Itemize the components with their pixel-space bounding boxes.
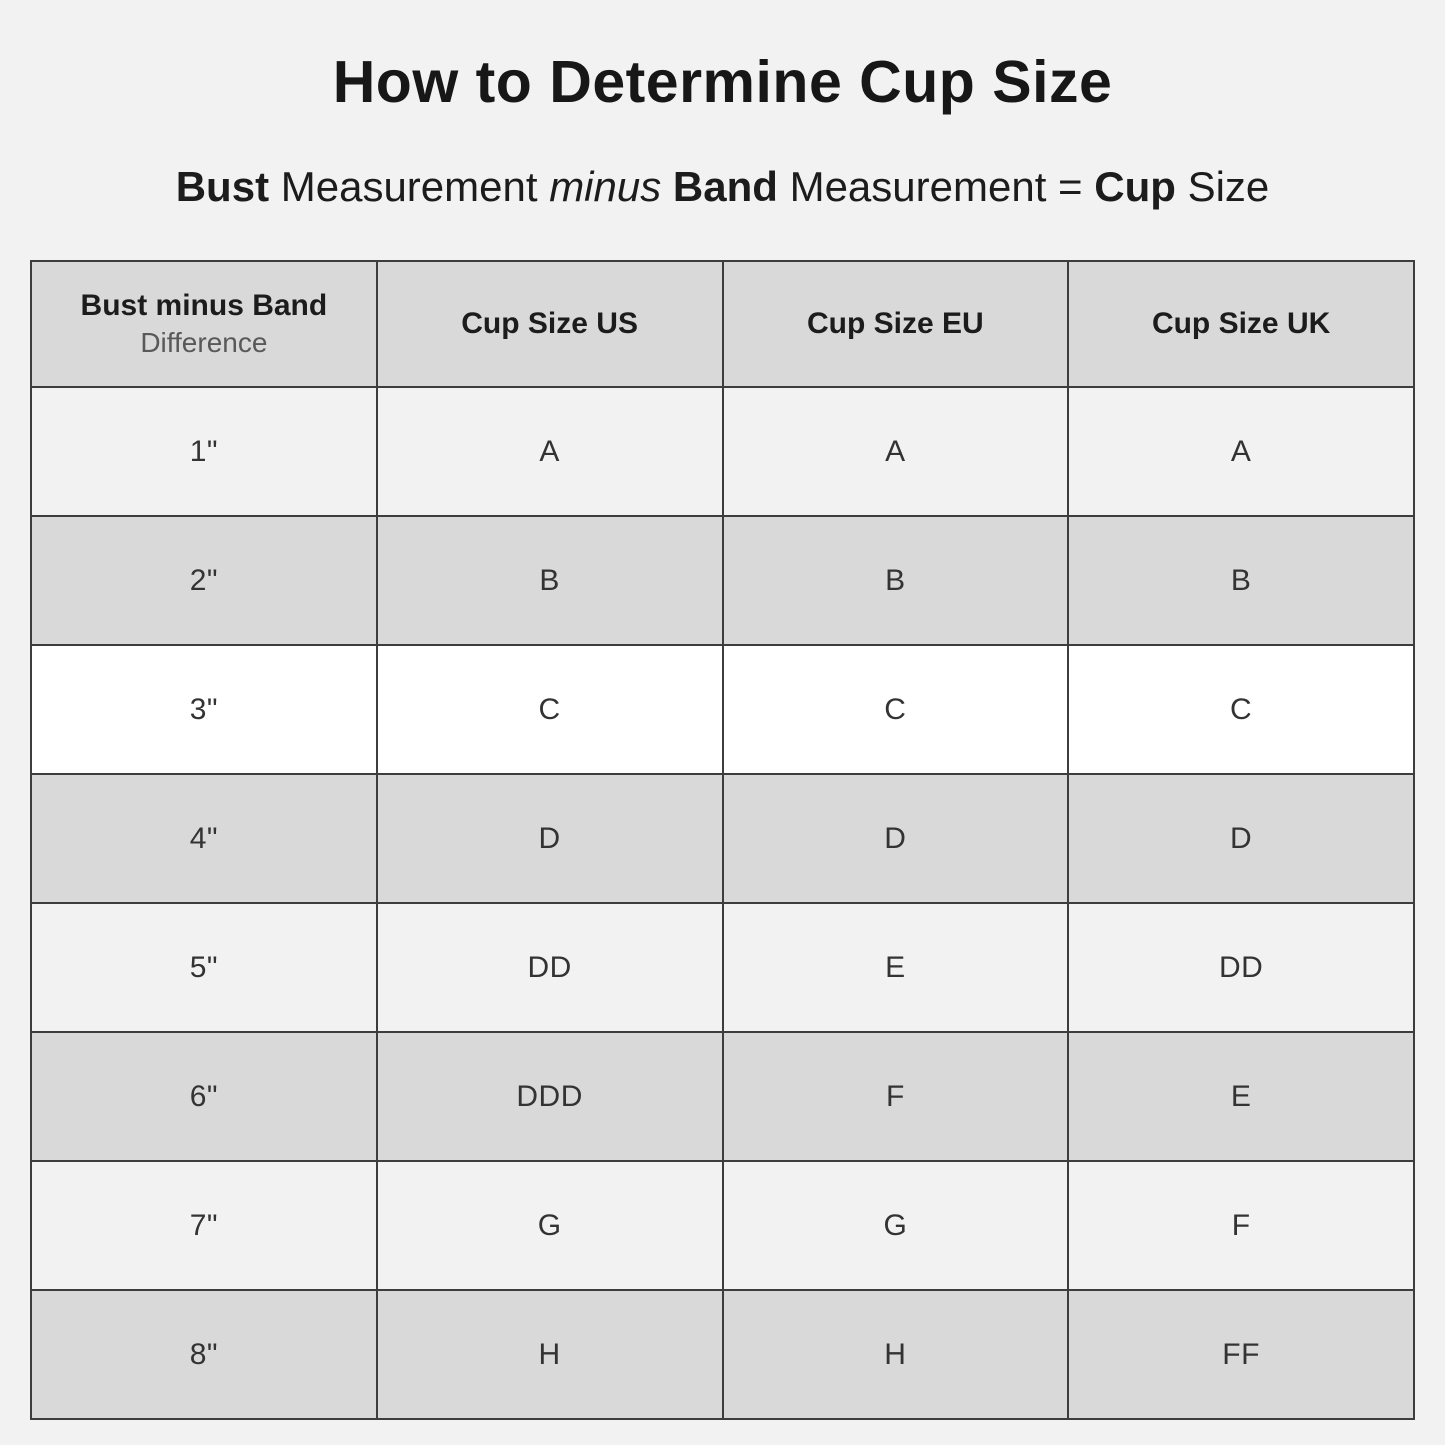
column-header-eu: Cup Size EU [721, 260, 1070, 388]
table-row-7in: 7" G G F [30, 1160, 1415, 1291]
cell-difference: 4" [30, 773, 378, 904]
cell-eu: D [721, 773, 1070, 904]
formula-bust: Bust [175, 163, 270, 210]
table-row-3in: 3" C C C [30, 644, 1415, 775]
cell-uk: D [1067, 773, 1415, 904]
table-row-2in: 2" B B B [30, 515, 1415, 646]
column-header-difference: Bust minus Band Difference [30, 260, 378, 388]
cell-eu: G [721, 1160, 1070, 1291]
cell-difference: 7" [30, 1160, 378, 1291]
cell-us: G [375, 1160, 724, 1291]
cell-eu: F [721, 1031, 1070, 1162]
cell-us: B [375, 515, 724, 646]
table-row-8in: 8" H H FF [30, 1289, 1415, 1420]
formula-measurement-2: Measurement [789, 163, 1047, 210]
cell-difference: 1" [30, 386, 378, 517]
formula-equals: = [1058, 163, 1083, 210]
formula-band: Band [672, 163, 778, 210]
cell-difference: 8" [30, 1289, 378, 1420]
cell-us: H [375, 1289, 724, 1420]
cell-us: D [375, 773, 724, 904]
cell-uk: A [1067, 386, 1415, 517]
cell-difference: 5" [30, 902, 378, 1033]
cell-us: A [375, 386, 724, 517]
cell-uk: E [1067, 1031, 1415, 1162]
column-header-difference-line2: Difference [140, 327, 268, 358]
cell-us: DD [375, 902, 724, 1033]
column-header-us: Cup Size US [375, 260, 724, 388]
formula-size: Size [1187, 163, 1270, 210]
cell-uk: FF [1067, 1289, 1415, 1420]
formula-minus: minus [549, 163, 662, 210]
table-row-4in: 4" D D D [30, 773, 1415, 904]
formula-subtitle: Bust Measurement minus Band Measurement … [0, 163, 1445, 211]
cell-difference: 2" [30, 515, 378, 646]
cell-uk: C [1067, 644, 1415, 775]
formula-cup: Cup [1094, 163, 1176, 210]
cup-size-table: Bust minus Band Difference Cup Size US C… [30, 260, 1415, 1420]
cell-difference: 6" [30, 1031, 378, 1162]
cell-eu: E [721, 902, 1070, 1033]
cell-eu: H [721, 1289, 1070, 1420]
column-header-uk: Cup Size UK [1067, 260, 1415, 388]
cell-eu: C [721, 644, 1070, 775]
formula-measurement-1: Measurement [280, 163, 538, 210]
table-header-row: Bust minus Band Difference Cup Size US C… [30, 260, 1415, 388]
table-row-6in: 6" DDD F E [30, 1031, 1415, 1162]
cell-uk: B [1067, 515, 1415, 646]
table-row-1in: 1" A A A [30, 386, 1415, 517]
page-title: How to Determine Cup Size [332, 49, 1113, 115]
cell-difference: 3" [30, 644, 378, 775]
table-row-5in: 5" DD E DD [30, 902, 1415, 1033]
cell-uk: DD [1067, 902, 1415, 1033]
cell-eu: B [721, 515, 1070, 646]
cell-us: DDD [375, 1031, 724, 1162]
cell-uk: F [1067, 1160, 1415, 1291]
column-header-difference-line1: Bust minus Band [80, 289, 328, 322]
cell-eu: A [721, 386, 1070, 517]
cell-us: C [375, 644, 724, 775]
